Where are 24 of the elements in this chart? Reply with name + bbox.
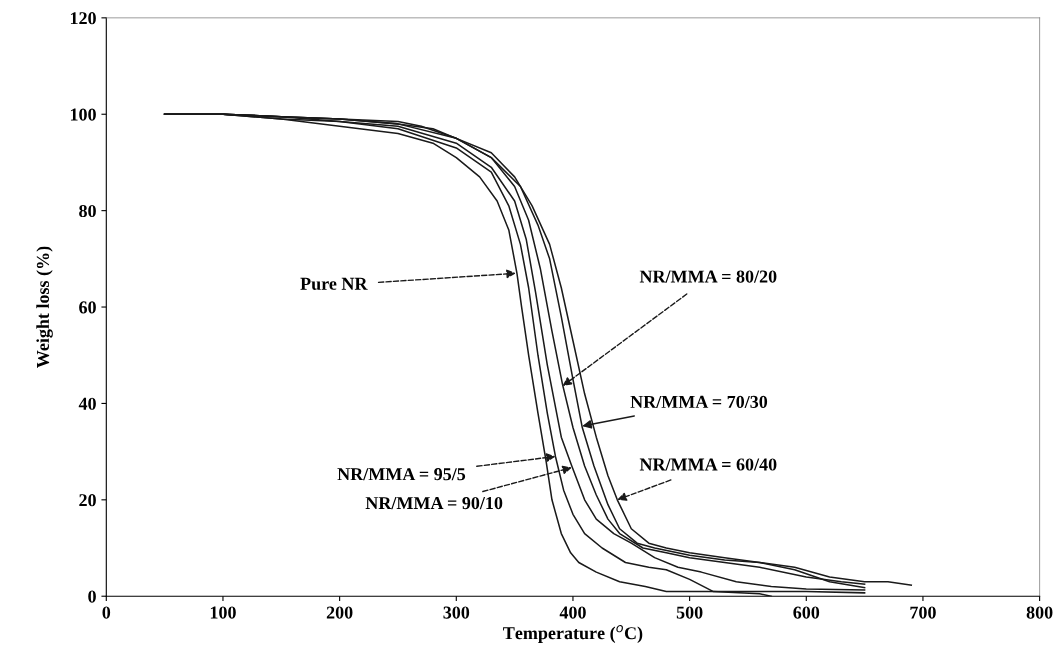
y-tick-label: 80	[79, 204, 96, 218]
x-tick-label: 400	[559, 606, 586, 619]
x-tick-label: 600	[793, 606, 820, 619]
x-axis-title: Temperature ($^{o}$C)	[503, 625, 643, 643]
annotation: NR/MMA = 95/5	[337, 468, 466, 481]
x-tick-label: 700	[910, 606, 936, 619]
y-tick-label: 20	[79, 494, 96, 507]
x-tick-label: 500	[676, 606, 703, 619]
y-tick-label: 0	[88, 590, 96, 603]
y-axis-title: Weight loss (%)	[36, 246, 53, 368]
x-tick-label: 0	[102, 606, 111, 619]
annotation: NR/MMA = 80/20	[639, 270, 777, 283]
y-tick-label: 40	[78, 397, 96, 410]
annotation: NR/MMA = 70/30	[630, 395, 768, 408]
y-tick-label: 100	[70, 108, 96, 121]
x-tick-label: 800	[1026, 606, 1053, 619]
x-tick-label: 200	[326, 606, 353, 619]
y-tick-label: 60	[79, 301, 96, 314]
y-tick-label: 120	[70, 12, 96, 25]
x-tick-label: 100	[210, 606, 236, 619]
x-tick-label: 300	[443, 606, 470, 619]
annotation: NR/MMA = 60/40	[639, 458, 777, 471]
annotation: NR/MMA = 90/10	[365, 496, 503, 510]
annotation: Pure NR	[300, 277, 368, 290]
